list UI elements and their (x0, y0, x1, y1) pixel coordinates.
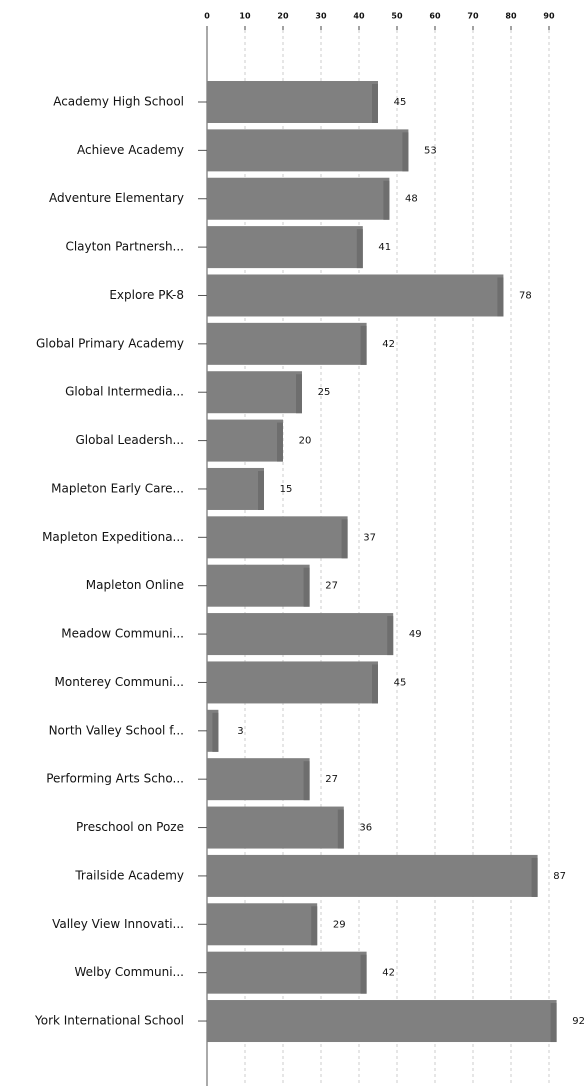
y-tick-label: Mapleton Early Care... (51, 481, 184, 495)
bar (207, 516, 348, 559)
value-label: 92 (572, 1016, 584, 1027)
value-label: 25 (318, 387, 331, 398)
bar (207, 951, 367, 994)
x-tick-label: 50 (391, 12, 403, 21)
bar-shade (360, 954, 367, 994)
x-tick-label: 20 (277, 12, 289, 21)
bar-shade (258, 470, 264, 510)
y-tick-label: Academy High School (53, 95, 184, 109)
x-tick-label: 40 (353, 12, 365, 21)
y-tick-label: Global Intermedia... (65, 385, 184, 399)
value-label: 78 (519, 290, 532, 301)
y-tick-label: Explore PK-8 (109, 288, 184, 302)
y-tick-label: Welby Communi... (75, 965, 185, 979)
y-tick-label: York International School (34, 1014, 184, 1028)
bar (207, 274, 504, 317)
x-tick-label: 70 (467, 12, 479, 21)
bar-shade (387, 616, 394, 656)
bar (207, 564, 310, 607)
bar-shade (402, 132, 409, 172)
bar-shade (550, 1003, 557, 1043)
x-tick-label: 90 (543, 12, 555, 21)
bar (207, 226, 363, 269)
y-tick-label: Global Leadersh... (75, 433, 184, 447)
y-tick-label: Trailside Academy (74, 868, 184, 882)
bar (207, 903, 318, 946)
y-tick-label: Preschool on Poze (76, 820, 184, 834)
bar (207, 371, 302, 414)
y-tick-label: Valley View Innovati... (52, 917, 184, 931)
y-tick-label: North Valley School f... (49, 723, 184, 737)
bar-shade (311, 906, 318, 946)
bar-shade (277, 422, 283, 462)
x-tick-label: 10 (239, 12, 251, 21)
x-tick-label: 30 (315, 12, 327, 21)
y-tick-label: Meadow Communi... (61, 627, 184, 641)
x-tick-label: 80 (505, 12, 517, 21)
y-tick-label: Monterey Communi... (55, 675, 184, 689)
bar-shade (383, 180, 390, 220)
value-label: 49 (409, 629, 422, 640)
bar-shade (372, 84, 378, 123)
bar (207, 129, 409, 172)
bar (207, 854, 538, 897)
bar-shade (372, 664, 378, 704)
value-label: 42 (382, 339, 395, 350)
bar (207, 322, 367, 365)
value-label: 45 (394, 677, 407, 688)
y-tick-label: Performing Arts Scho... (46, 772, 184, 786)
value-label: 27 (325, 581, 338, 592)
bar-shade (356, 229, 363, 269)
bar-shade (303, 761, 310, 801)
x-tick-label: 0 (204, 12, 210, 21)
value-label: 42 (382, 968, 395, 979)
value-label: 87 (553, 871, 566, 882)
y-tick-label: Mapleton Online (86, 578, 184, 592)
value-label: 36 (359, 823, 372, 834)
value-label: 27 (325, 774, 338, 785)
value-label: 45 (394, 97, 407, 108)
bar (207, 177, 390, 220)
bar-shade (212, 712, 219, 752)
bar-shade (497, 277, 504, 317)
value-label: 20 (299, 436, 312, 447)
bar-shade (296, 374, 302, 414)
bar (207, 419, 283, 462)
bar-shade (341, 519, 348, 559)
bar (207, 81, 378, 123)
x-tick-label: 60 (429, 12, 441, 21)
y-tick-label: Clayton Partnersh... (65, 240, 184, 254)
bar-shade (303, 567, 310, 607)
value-label: 3 (237, 726, 243, 737)
bar (207, 613, 394, 656)
bar (207, 1000, 557, 1043)
bar (207, 758, 310, 801)
bar (207, 661, 378, 704)
bar (207, 806, 344, 849)
value-label: 41 (378, 242, 391, 253)
bar (207, 467, 264, 510)
value-label: 15 (280, 484, 293, 495)
value-label: 53 (424, 145, 437, 156)
bar-shade (360, 325, 367, 365)
bar-shade (531, 857, 538, 897)
y-tick-label: Mapleton Expeditiona... (42, 530, 184, 544)
y-tick-label: Global Primary Academy (36, 336, 184, 350)
value-label: 48 (405, 194, 418, 205)
value-label: 37 (363, 532, 376, 543)
y-tick-label: Adventure Elementary (49, 191, 184, 205)
bar-shade (337, 809, 344, 849)
y-tick-label: Achieve Academy (77, 143, 184, 157)
value-label: 29 (333, 919, 346, 930)
